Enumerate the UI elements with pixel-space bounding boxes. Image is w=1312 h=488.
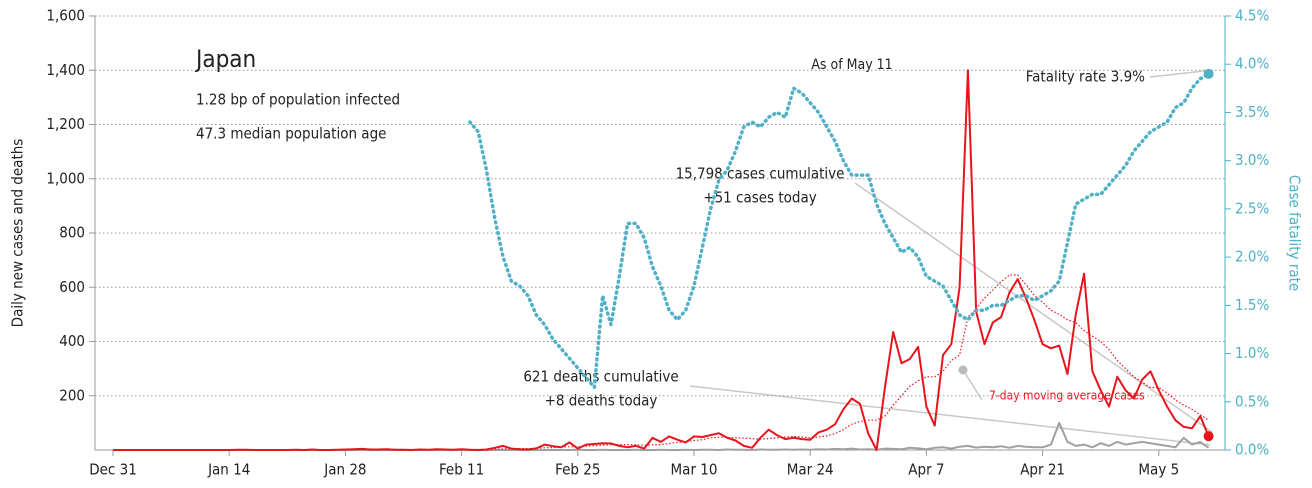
line-series — [468, 72, 1211, 390]
end-dot — [1203, 68, 1214, 79]
leader-line — [689, 385, 1211, 446]
annotation: As of May 11 — [811, 57, 892, 73]
x-tick-label: Jan 28 — [323, 461, 366, 479]
x-tick-label: Jan 14 — [207, 461, 250, 479]
leader-line — [962, 369, 983, 401]
line-series — [113, 69, 1210, 451]
annotation: +51 cases today — [703, 189, 816, 207]
y2-axis-label: Case fatality rate — [1286, 175, 1304, 291]
y2-tick-label: 2.5% — [1235, 199, 1269, 217]
annotation: 621 deaths cumulative — [523, 368, 678, 386]
x-tick-label: Feb 11 — [439, 461, 484, 479]
x-tick-label: May 5 — [1138, 461, 1179, 479]
y-tick-label: 1,200 — [46, 115, 85, 133]
y-tick-label: 200 — [59, 386, 85, 404]
y2-tick-label: 3.5% — [1235, 103, 1269, 121]
y2-tick-label: 1.5% — [1235, 296, 1269, 314]
y2-tick-label: 2.0% — [1235, 248, 1269, 266]
leader-line — [854, 182, 1213, 433]
chart-title: Japan — [194, 45, 256, 73]
y-tick-label: 600 — [59, 278, 85, 296]
x-tick-label: Mar 24 — [787, 461, 834, 479]
y-tick-label: 800 — [59, 224, 85, 242]
x-tick-label: Feb 25 — [555, 461, 600, 479]
x-tick-label: Dec 31 — [89, 461, 137, 479]
leader-line — [1149, 69, 1214, 78]
y2-tick-label: 0.5% — [1235, 392, 1269, 410]
y-tick-label: 1,400 — [46, 61, 85, 79]
y-tick-label: 1,000 — [46, 169, 85, 187]
x-tick-label: Mar 10 — [671, 461, 718, 479]
x-tick-label: Apr 7 — [908, 461, 944, 479]
annotation: Fatality rate 3.9% — [1026, 68, 1145, 86]
y2-tick-label: 4.0% — [1235, 55, 1269, 73]
y2-tick-label: 0.0% — [1235, 441, 1269, 459]
end-dot — [1203, 431, 1214, 442]
leader-dot — [958, 365, 968, 375]
y2-tick-label: 1.0% — [1235, 344, 1269, 362]
subtitle: 47.3 median population age — [196, 125, 386, 143]
y-tick-label: 1,600 — [46, 7, 85, 25]
line-series — [113, 421, 1210, 451]
y-tick-label: 400 — [59, 332, 85, 350]
y2-tick-label: 3.0% — [1235, 151, 1269, 169]
annotation: 15,798 cases cumulative — [676, 165, 845, 183]
annotation: +8 deaths today — [545, 392, 658, 410]
line-series — [113, 274, 1209, 451]
y-axis-label: Daily new cases and deaths — [9, 139, 27, 328]
y2-tick-label: 4.5% — [1235, 7, 1269, 25]
x-tick-label: Apr 21 — [1020, 461, 1065, 479]
leader-lines — [689, 69, 1214, 446]
subtitle: 1.28 bp of population infected — [196, 91, 400, 109]
